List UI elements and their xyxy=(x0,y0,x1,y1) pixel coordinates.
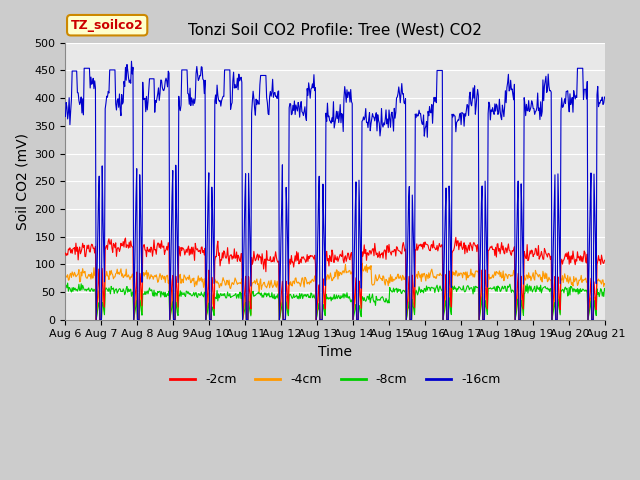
Y-axis label: Soil CO2 (mV): Soil CO2 (mV) xyxy=(15,133,29,230)
Text: TZ_soilco2: TZ_soilco2 xyxy=(71,19,143,32)
Legend: -2cm, -4cm, -8cm, -16cm: -2cm, -4cm, -8cm, -16cm xyxy=(165,368,506,391)
Title: Tonzi Soil CO2 Profile: Tree (West) CO2: Tonzi Soil CO2 Profile: Tree (West) CO2 xyxy=(188,23,483,37)
X-axis label: Time: Time xyxy=(318,345,353,359)
